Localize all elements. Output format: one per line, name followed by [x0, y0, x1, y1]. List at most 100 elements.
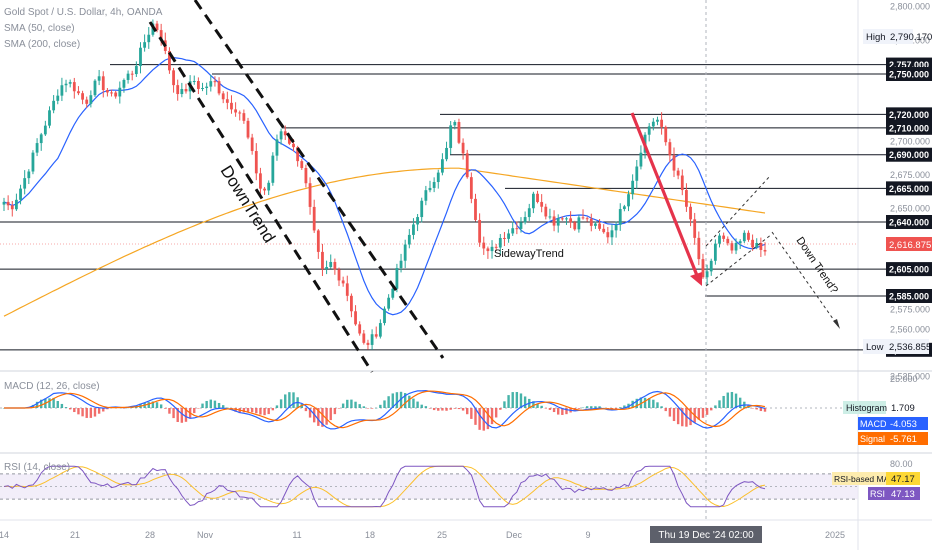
candle-body-19: [81, 93, 84, 100]
macd-bar-153: [635, 398, 638, 408]
macd-bar-37: [155, 402, 159, 408]
macd-bar-131: [544, 408, 547, 409]
candle-body-57: [238, 112, 242, 114]
candle-body-117: [486, 248, 490, 252]
candle-body-82: [341, 280, 345, 284]
macd-bar-70: [292, 392, 295, 408]
x-tick-5: 18: [365, 530, 375, 540]
macd-bar-141: [585, 406, 589, 408]
candle-body-13: [56, 95, 60, 101]
level-label-8: 2,585.000: [889, 292, 929, 302]
macd-value-box: [886, 417, 928, 430]
macd-bar-15: [64, 407, 68, 408]
macd-legend: MACD (12, 26, close): [4, 381, 100, 392]
down-trend-question-arrow[interactable]: [771, 231, 840, 329]
macd-bar-30: [126, 407, 130, 409]
candle-body-83: [345, 283, 349, 296]
macd-bar-113: [470, 408, 473, 419]
candle-body-12: [52, 100, 56, 111]
candle-body-9: [39, 134, 43, 144]
macd-bar-40: [168, 408, 171, 414]
candles[interactable]: [2, 19, 767, 350]
candle-body-15: [64, 83, 68, 86]
rsi-legend: RSI (14, close): [4, 462, 71, 473]
candle-body-70: [292, 143, 295, 148]
macd-bar-77: [321, 408, 324, 427]
macd-bar-20: [85, 408, 88, 418]
candle-body-46: [192, 81, 196, 83]
price-tick-3: 2,675.000: [890, 170, 930, 180]
level-box-2: [886, 107, 932, 122]
rsi-ma-value: 47.17: [891, 474, 915, 485]
macd-bar-183: [759, 408, 763, 412]
macd-bar-25: [106, 408, 109, 410]
candle-body-140: [581, 217, 585, 219]
x-tick-0: 14: [0, 530, 9, 540]
price-tick-2: 2,700.000: [890, 136, 930, 146]
current-price-value: 2,616.875: [889, 240, 931, 251]
macd-bar-101: [420, 404, 423, 408]
macd-bar-21: [89, 408, 93, 418]
chart-title: Gold Spot / U.S. Dollar, 4h, OANDA: [4, 7, 163, 18]
signal-label: Signal: [860, 434, 885, 444]
macd-bar-106: [441, 408, 444, 411]
macd-lines: [4, 389, 766, 430]
macd-bar-41: [172, 408, 175, 419]
candle-body-77: [321, 251, 324, 269]
candle-body-42: [176, 85, 180, 95]
level-label-4: 2,690.000: [889, 150, 929, 160]
candle-body-66: [275, 139, 279, 156]
macd-bar-142: [590, 406, 593, 408]
macd-bar-170: [705, 408, 709, 415]
candle-body-62: [259, 173, 262, 189]
candle-body-114: [474, 198, 477, 220]
macd-bar-149: [619, 407, 622, 408]
red-trend-arrow[interactable]: [630, 112, 702, 286]
candle-body-35: [147, 34, 151, 43]
macd-bar-23: [97, 408, 101, 414]
price-tick-4: 2,650.000: [890, 204, 930, 214]
candle-body-16: [68, 82, 72, 84]
macd-bar-107: [445, 408, 448, 411]
macd-bar-175: [726, 392, 729, 408]
macd-bar-123: [511, 392, 514, 408]
candle-body-44: [184, 88, 188, 92]
rising-channel[interactable]: [705, 175, 773, 287]
price-tick-7: 2,560.000: [890, 325, 930, 335]
low-label: Low: [866, 342, 884, 353]
candle-body-163: [676, 170, 680, 176]
candle-body-43: [180, 88, 184, 95]
candle-body-177: [734, 243, 738, 251]
macd-bar-102: [424, 406, 428, 408]
downtrend-channel[interactable]: [148, 0, 445, 373]
candle-body-7: [31, 152, 35, 172]
candle-body-133: [552, 216, 556, 226]
candle-body-166: [689, 206, 692, 220]
candle-body-123: [511, 228, 515, 234]
candle-body-64: [267, 182, 271, 191]
macd-bar-126: [523, 396, 527, 408]
candle-body-48: [201, 88, 204, 90]
x-tick-3: Nov: [197, 530, 214, 540]
level-label-2: 2,720.000: [889, 110, 929, 120]
candle-body-85: [354, 311, 357, 325]
candle-body-142: [589, 218, 593, 226]
candle-body-67: [279, 131, 283, 140]
candle-body-127: [527, 208, 531, 218]
macd-tag: [858, 417, 886, 430]
candle-body-152: [631, 180, 635, 195]
candle-body-103: [428, 187, 432, 191]
macd-bar-103: [428, 408, 432, 409]
candle-body-110: [457, 121, 461, 143]
candle-body-105: [436, 172, 440, 183]
macd-bar-62: [259, 408, 262, 415]
candle-body-176: [730, 243, 734, 251]
macd-bar-111: [461, 408, 465, 411]
level-box-3: [886, 120, 932, 135]
macd-bar-81: [337, 408, 341, 409]
macd-bar-54: [226, 407, 229, 409]
candle-body-173: [718, 235, 721, 244]
rsi-line: [3, 465, 766, 508]
